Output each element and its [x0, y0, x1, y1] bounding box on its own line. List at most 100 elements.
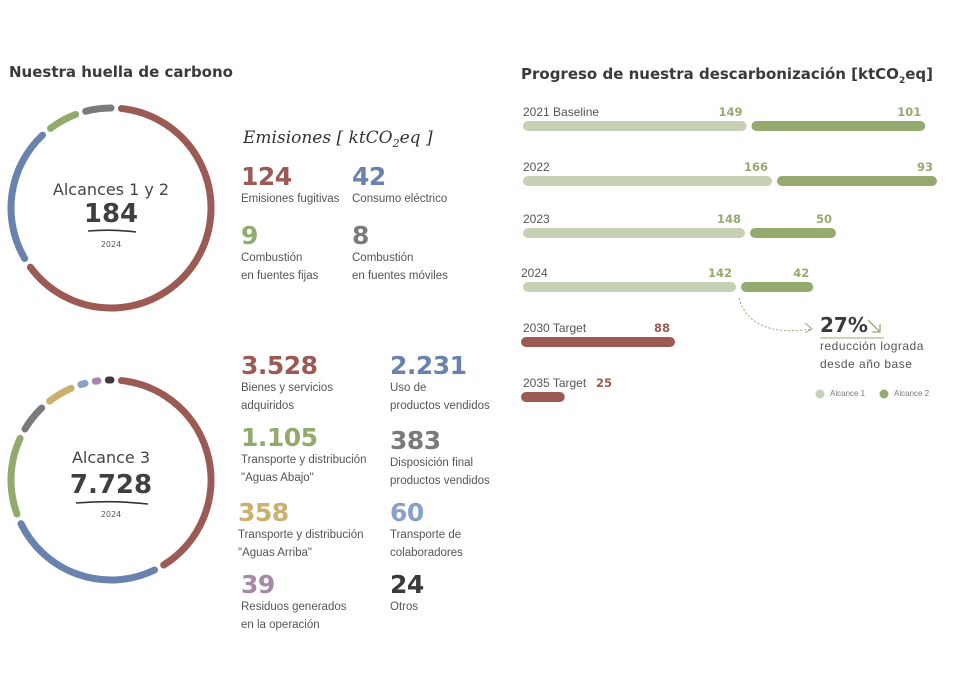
donut1-title: Alcances 1 y 2 [52, 180, 170, 199]
stat-item: 39 Residuos generados en la operación [241, 572, 347, 634]
progress-title: Progreso de nuestra descarbonización [kt… [521, 65, 933, 86]
progress-title-text: Progreso de nuestra descarbonización [kt… [521, 65, 899, 83]
stat-label: Consumo eléctrico [352, 193, 448, 205]
legend-swatch [815, 389, 825, 399]
donut2-slice [21, 404, 46, 433]
donut2-total: 7.728 [69, 470, 153, 500]
stat-item: 24 Otros [390, 572, 424, 616]
donut1-year: 2024 [100, 240, 122, 249]
emissions-title-end: eq ] [399, 128, 433, 148]
bar-row-label: 2021 Baseline [523, 105, 600, 119]
bar-value-label: 88 [653, 321, 670, 335]
reduction-annotation: 27% reducción lograda desde año base [820, 313, 924, 373]
arrowhead-icon [804, 322, 813, 334]
stat-label: en fuentes móviles [352, 270, 448, 282]
stat-item: 8 Combustión en fuentes móviles [352, 223, 448, 285]
stat-value: 42 [352, 162, 386, 191]
stat-value: 39 [241, 570, 275, 599]
stat-label: Transporte de [390, 529, 462, 541]
bar-target [521, 337, 675, 347]
stat-label: "Aguas Abajo" [241, 472, 314, 484]
total-underline [75, 500, 149, 505]
bar-alcance1 [523, 121, 747, 131]
emissions-title-text: Emisiones [ ktCO [243, 128, 393, 148]
bar-value-label: 149 [718, 105, 743, 119]
bar-row-label: 2022 [523, 160, 550, 174]
donut1-slice [47, 110, 80, 132]
annotation-arrow [738, 297, 813, 332]
stat-value: 60 [390, 498, 424, 527]
footprint-title: Nuestra huella de carbono [9, 63, 233, 81]
stat-item: 358 Transporte y distribución "Aguas Arrib… [238, 500, 364, 562]
emissions-title: Emisiones [ ktCO2eq ] [243, 128, 433, 150]
stat-label: Otros [390, 601, 419, 613]
legend-label: Alcance 1 [830, 389, 866, 398]
bar-alcance1 [523, 176, 772, 186]
stat-label: en fuentes fijas [241, 270, 319, 282]
legend-swatch [879, 389, 889, 399]
stat-value: 2.231 [390, 351, 467, 380]
bar-value-label: 42 [793, 266, 810, 280]
stat-value: 358 [238, 498, 289, 527]
stat-item: 2.231 Uso de productos vendidos [390, 353, 490, 415]
bar-row-label: 2030 Target [523, 321, 587, 335]
donut2-slice [77, 379, 89, 389]
stat-label: Uso de [390, 382, 427, 394]
stat-value: 24 [390, 570, 424, 599]
progress-title-end: eq] [905, 65, 933, 83]
legend-label: Alcance 2 [894, 389, 930, 398]
donut2-slice [117, 377, 215, 569]
bar-value-label: 101 [897, 105, 922, 119]
emissions-title-sub: 2 [392, 137, 400, 151]
donut2-title: Alcance 3 [71, 448, 151, 467]
bar-row-label: 2024 [521, 266, 548, 280]
stat-item: 3.528 Bienes y servicios adquiridos [241, 353, 333, 415]
bar-value-label: 50 [815, 212, 832, 226]
stat-label: colaboradores [390, 547, 463, 559]
reduction-text: reducción lograda [820, 339, 924, 353]
stat-item: 383 Disposición final productos vendidos [390, 428, 490, 490]
bar-value-label: 148 [716, 212, 741, 226]
bar-alcance2 [751, 121, 926, 131]
bar-alcance2 [777, 176, 937, 186]
reduction-text: desde año base [820, 357, 913, 371]
stat-label: Emisiones fugitivas [241, 193, 340, 205]
reduction-value: 27% [820, 313, 868, 337]
stat-label: Combustión [352, 252, 414, 264]
stat-label: "Aguas Arriba" [238, 547, 313, 559]
stat-value: 3.528 [241, 351, 318, 380]
stat-value: 124 [241, 162, 292, 191]
donut1-slice [26, 105, 215, 312]
total-underline [87, 229, 137, 233]
stat-value: 1.105 [241, 423, 318, 452]
stat-label: productos vendidos [390, 475, 490, 487]
stat-label: Transporte y distribución [241, 454, 367, 466]
donut2-slice [46, 384, 75, 405]
stat-item: 9 Combustión en fuentes fijas [241, 223, 318, 285]
bar-alcance2 [750, 228, 836, 238]
bar-row-label: 2035 Target [523, 376, 587, 390]
bar-row-label: 2023 [523, 212, 550, 226]
stat-label: productos vendidos [390, 400, 490, 412]
bar-alcance1 [523, 228, 745, 238]
donut1-total: 184 [83, 199, 139, 229]
stat-label: Combustión [241, 252, 303, 264]
bar-value-label: 142 [707, 266, 732, 280]
stat-label: en la operación [241, 619, 320, 631]
bar-alcance2 [741, 282, 814, 292]
progress-title-sub: 2 [898, 76, 906, 86]
stat-label: Residuos generados [241, 601, 347, 613]
stat-value: 9 [241, 221, 258, 250]
bar-value-label: 166 [743, 160, 768, 174]
stat-item: 124 Emisiones fugitivas [241, 164, 339, 208]
stat-label: adquiridos [241, 400, 295, 412]
stat-value: 383 [390, 426, 441, 455]
stat-item: 1.105 Transporte y distribución "Aguas Aba… [241, 425, 367, 487]
donut1-slice [7, 131, 47, 262]
donut2-slice [7, 434, 24, 518]
stat-value: 8 [352, 221, 369, 250]
bar-alcance1 [523, 282, 736, 292]
stat-label: Bienes y servicios [241, 382, 334, 394]
